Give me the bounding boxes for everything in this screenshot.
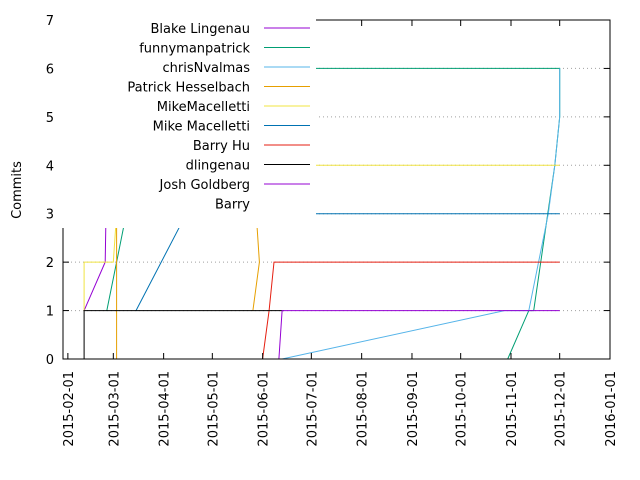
x-tick-label: 2015-05-01 [206,371,221,447]
x-tick-label: 2015-12-01 [554,371,569,447]
x-tick-label: 2015-07-01 [305,371,320,447]
y-tick-label: 3 [46,208,54,223]
legend-label: Barry Hu [193,139,250,154]
x-tick-label: 2015-04-01 [158,371,173,447]
x-tick-label: 2015-11-01 [505,371,520,447]
legend-label: dlingenau [186,159,250,174]
legend-label: Barry [215,198,250,213]
legend-background [60,16,316,228]
y-tick-label: 6 [46,62,54,77]
series-line-dlingenau [83,310,284,359]
x-tick-label: 2015-03-01 [107,371,122,447]
y-tick-label: 7 [46,14,54,29]
y-tick-label: 2 [46,256,54,271]
legend-label: chrisNvalmas [162,61,250,76]
legend-label: MikeMacelletti [157,100,250,115]
axes: 0 1 2 3 4 5 6 7 2015-02-01 2015-03-01 2015-04-01 20… [46,14,619,447]
x-tick-label: 2015-09-01 [406,371,421,447]
y-tick-label: 5 [46,111,54,126]
legend: Blake Lingenau funnymanpatrick chrisNvalma… [60,16,316,228]
legend-label: Josh Goldberg [159,178,250,193]
y-axis-label: Commits [10,161,25,219]
x-tick-label: 2015-02-01 [62,371,77,447]
x-tick-label: 2016-01-01 [604,371,619,447]
series-line-josh-goldberg [278,310,560,360]
x-tick-label: 2015-06-01 [257,371,272,447]
legend-label: funnymanpatrick [139,42,250,57]
x-tick-label: 2015-10-01 [455,371,470,447]
series-line-barry-hu [262,261,560,360]
legend-label: Mike Macelletti [153,120,250,135]
legend-label: Blake Lingenau [151,22,250,37]
x-tick-label: 2015-08-01 [356,371,371,447]
series-line-patrick-hesselbach [116,213,260,359]
y-tick-label: 1 [46,305,54,320]
legend-label: Patrick Hesselbach [127,81,250,96]
y-tick-label: 4 [46,159,54,174]
y-tick-label: 0 [46,353,54,368]
